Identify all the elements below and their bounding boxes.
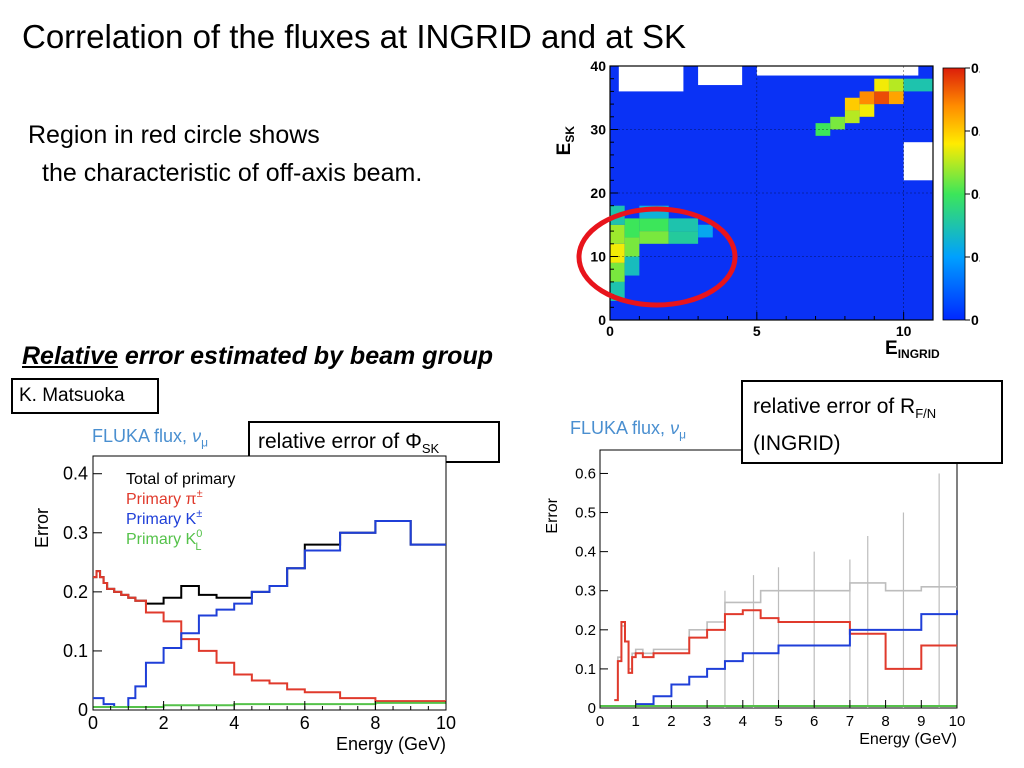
heatmap-cell (859, 91, 875, 105)
heatmap-colorbar-tick-label: 0.02 (971, 249, 980, 265)
left-legend-entry: Primary K± (126, 508, 202, 528)
author-box: K. Matsuoka (11, 378, 159, 414)
heatmap-cell (668, 231, 699, 244)
heatmap-colorbar (942, 67, 966, 321)
heatmap-cell (903, 78, 933, 92)
left-y-tick-label: 0 (78, 700, 88, 720)
relative-error-heading: Relative error estimated by beam group (22, 342, 493, 371)
left-legend-entry: Total of primary (126, 471, 235, 488)
left-x-tick-label: 0 (88, 713, 98, 733)
left-y-tick-label: 0.2 (63, 582, 88, 602)
right-x-tick-label: 8 (881, 713, 889, 730)
left-legend-entry: Primary K0 L (126, 528, 202, 553)
left-x-tick-label: 10 (436, 713, 456, 733)
heatmap-cell (610, 243, 625, 263)
heatmap-empty-cell (698, 66, 743, 86)
relative-heading-rest: error estimated by beam group (117, 342, 493, 370)
left-plot-frame (92, 455, 447, 711)
left-xlabel: Energy (GeV) (336, 734, 446, 754)
heatmap-y-tick-label: 10 (590, 249, 606, 265)
heatmap-y-tick-label: 30 (590, 122, 606, 138)
left-y-tick-label: 0.3 (63, 523, 88, 543)
heatmap-empty-cell (903, 142, 933, 181)
region-line-1: Region in red circle shows (28, 121, 320, 149)
heatmap-cell (874, 91, 889, 105)
left-legend-entry: Primary π± (126, 488, 203, 508)
heatmap-colorbar-tick-label: 0.04 (971, 186, 980, 202)
right-series-line (635, 610, 958, 706)
right-x-tick-label: 0 (596, 713, 604, 730)
left-error-chart: 0 2 4 6 8 10 0 0.1 0.2 0.3 0.4 Energy (GeV) Error Tot… (32, 455, 456, 754)
left-ylabel: Error (32, 508, 52, 548)
right-x-tick-label: 6 (810, 713, 818, 730)
right-xlabel: Energy (GeV) (859, 731, 957, 748)
heatmap-cell (698, 224, 713, 238)
callout-rfn-ingrid: relative error of RF/N (INGRID) (741, 380, 1003, 464)
heatmap-cell (859, 104, 875, 117)
relative-word: Relative (22, 342, 118, 370)
heatmap-cell (624, 237, 640, 257)
heatmap-colorbar-tick-label: 0.06 (971, 123, 980, 139)
right-x-tick-label: 4 (739, 713, 747, 730)
heatmap-y-tick-label: 40 (590, 60, 606, 74)
right-x-tick-label: 9 (917, 713, 925, 730)
heatmap-cell (844, 110, 860, 124)
left-x-tick-label: 6 (300, 713, 310, 733)
right-x-tick-label: 5 (774, 713, 782, 730)
right-y-tick-label: 0 (588, 700, 596, 717)
heatmap-cell (624, 256, 640, 276)
heatmap-chart: 0 5 10 0 10 20 30 40 ESK EINGRID 0 0.02 0.04 0.06 0.08 (554, 60, 980, 361)
left-x-tick-label: 8 (370, 713, 380, 733)
slide-title: Correlation of the fluxes at INGRID and … (22, 18, 686, 55)
left-y-tick-label: 0.1 (63, 641, 88, 661)
right-y-tick-label: 0.2 (575, 622, 596, 639)
heatmap-ylabel: ESK (554, 126, 577, 156)
heatmap-cell (610, 262, 625, 282)
right-y-tick-label: 0.6 (575, 465, 596, 482)
heatmap-red-circle (576, 206, 738, 308)
right-x-tick-label: 3 (703, 713, 711, 730)
right-x-tick-label: 10 (949, 713, 966, 730)
heatmap-cell (888, 78, 904, 92)
right-series-line (614, 609, 957, 702)
heatmap-cell (844, 97, 860, 111)
heatmap-x-tick-label: 5 (753, 323, 761, 339)
heatmap-cell (624, 218, 640, 238)
right-x-tick-label: 1 (632, 713, 640, 730)
left-x-tick-label: 4 (229, 713, 239, 733)
fluka-flux-label-right: FLUKA flux, νμ (570, 418, 686, 442)
region-description: Region in red circle shows the character… (28, 116, 422, 192)
heatmap-cell (610, 224, 625, 244)
heatmap-y-tick-label: 20 (590, 185, 606, 201)
heatmap-colorbar-tick-label: 0.08 (971, 60, 980, 76)
fluka-flux-label-left: FLUKA flux, νμ (92, 426, 208, 450)
left-series-line (93, 570, 446, 703)
heatmap-cell (830, 116, 845, 130)
right-y-tick-label: 0.5 (575, 505, 596, 522)
right-y-tick-label: 0.1 (575, 661, 596, 678)
heatmap-empty-cell (756, 66, 919, 76)
region-line-2: the characteristic of off-axis beam. (42, 159, 423, 187)
right-y-tick-label: 0.4 (575, 544, 596, 561)
heatmap-xlabel: EINGRID (885, 338, 940, 361)
heatmap-x-tick-label: 0 (606, 323, 614, 339)
heatmap-cell (668, 218, 699, 232)
heatmap-colorbar-tick-label: 0 (971, 312, 979, 328)
right-y-tick-label: 0.3 (575, 583, 596, 600)
heatmap-cell (874, 78, 889, 92)
heatmap-cell (888, 91, 904, 105)
left-y-tick-label: 0.4 (63, 464, 88, 484)
right-error-chart: 0 1 2 3 4 5 6 7 8 9 10 0 0.1 0.2 0.3 0.4 0.5 0.6 Energy (G… (544, 449, 966, 748)
heatmap-y-tick-label: 0 (598, 312, 606, 328)
right-x-tick-label: 7 (846, 713, 854, 730)
right-ylabel: Error (544, 497, 561, 533)
right-x-tick-label: 2 (667, 713, 675, 730)
left-x-tick-label: 2 (159, 713, 169, 733)
heatmap-cell (639, 218, 669, 232)
heatmap-cell (639, 231, 669, 244)
heatmap-x-tick-label: 10 (896, 323, 912, 339)
heatmap-empty-cell (618, 66, 684, 92)
